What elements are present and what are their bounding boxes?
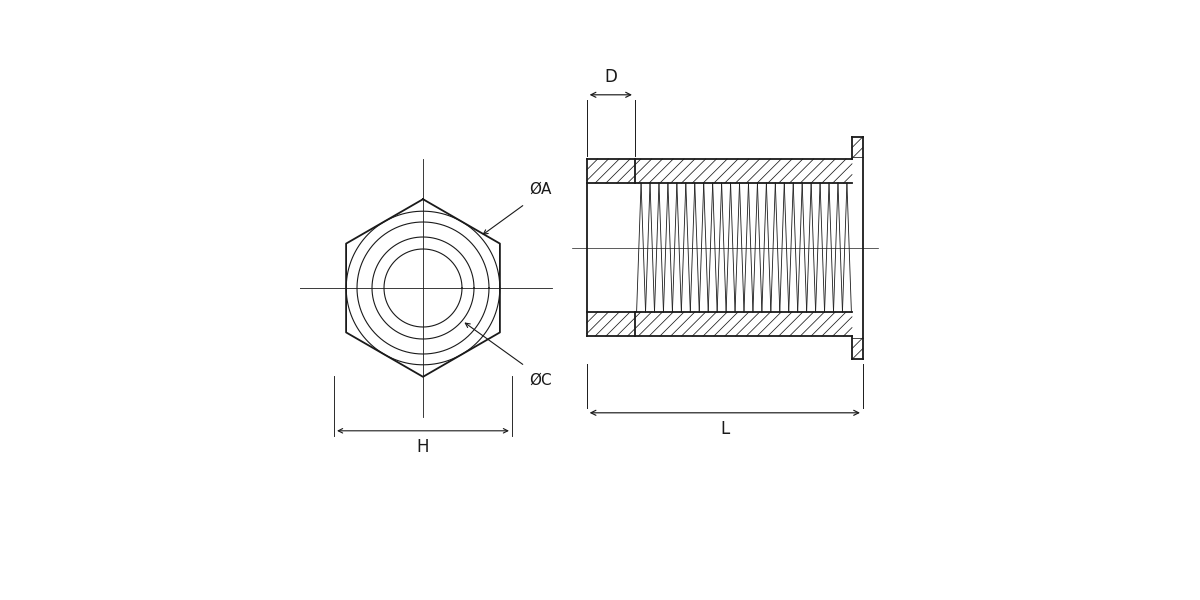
Text: ØA: ØA — [529, 181, 552, 196]
Text: H: H — [416, 438, 430, 456]
Text: ØC: ØC — [529, 373, 552, 388]
Text: L: L — [720, 420, 730, 438]
Text: D: D — [605, 68, 617, 86]
